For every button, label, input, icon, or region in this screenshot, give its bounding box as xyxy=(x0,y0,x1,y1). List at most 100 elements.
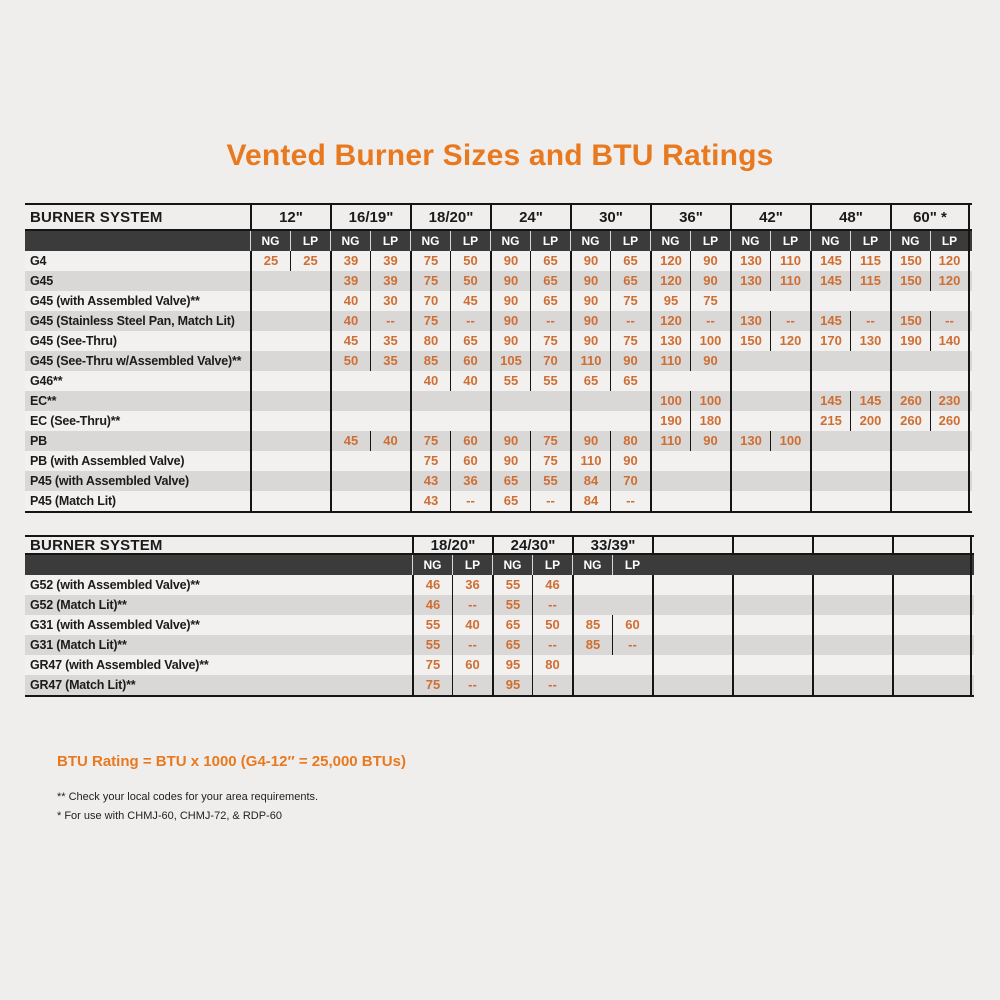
value-cell-ng: 55 xyxy=(490,371,530,391)
value-cell-ng xyxy=(330,391,370,411)
vented-burner-table-secondary: BURNER SYSTEM 18/20" 24/30" 33/39" NG LP NG LP N… xyxy=(25,535,974,697)
value-cell-lp xyxy=(290,331,330,351)
value-cell-lp: 40 xyxy=(450,371,490,391)
value-cell-lp xyxy=(290,471,330,491)
value-cell-lp: 75 xyxy=(530,431,570,451)
value-cell-lp: 180 xyxy=(690,411,730,431)
table-row: GR47 (Match Lit)** 75 -- 95 -- xyxy=(25,675,974,695)
value-cell-ng xyxy=(570,391,610,411)
size-header: 24" xyxy=(490,205,570,229)
value-cell-lp xyxy=(770,351,810,371)
table-row: G45 (See-Thru) 45 35 80 65 90 75 90 75 130 100 150 1… xyxy=(25,331,972,351)
value-cell-lp: -- xyxy=(532,675,572,695)
value-cell-empty xyxy=(732,635,812,655)
value-cell-ng: 145 xyxy=(810,251,850,271)
value-cell-lp: -- xyxy=(770,311,810,331)
burner-label: P45 (Match Lit) xyxy=(30,494,116,508)
value-cell-ng xyxy=(250,491,290,511)
value-cell-ng: 110 xyxy=(650,351,690,371)
value-cell-ng: 55 xyxy=(492,595,532,615)
value-cell-ng xyxy=(250,291,290,311)
value-cell-lp: 115 xyxy=(850,251,890,271)
value-cell-lp: 90 xyxy=(610,351,650,371)
value-cell-lp: 65 xyxy=(610,271,650,291)
value-cell-lp: 145 xyxy=(850,391,890,411)
value-cell-ng: 40 xyxy=(410,371,450,391)
value-cell-ng xyxy=(890,471,930,491)
burner-label: G46** xyxy=(30,374,63,388)
value-cell-lp: 50 xyxy=(450,271,490,291)
value-cell-lp xyxy=(450,391,490,411)
value-cell-ng: 65 xyxy=(492,615,532,635)
value-cell-ng xyxy=(250,471,290,491)
value-cell-lp: 90 xyxy=(690,431,730,451)
value-cell-ng: 110 xyxy=(570,451,610,471)
table-row: G31 (with Assembled Valve)** 55 40 65 50 85 60 xyxy=(25,615,974,635)
value-cell-lp: -- xyxy=(530,491,570,511)
value-cell-ng: 150 xyxy=(730,331,770,351)
value-cell-ng xyxy=(730,371,770,391)
gas-type-header-lp: LP xyxy=(530,231,570,251)
burner-label: G31 (with Assembled Valve)** xyxy=(30,618,200,632)
value-cell-ng: 90 xyxy=(490,451,530,471)
value-cell-ng: 190 xyxy=(890,331,930,351)
value-cell-ng: 145 xyxy=(810,391,850,411)
value-cell-lp xyxy=(770,371,810,391)
value-cell-ng: 50 xyxy=(330,351,370,371)
gas-type-bar-spacer xyxy=(25,231,250,251)
value-cell-ng: 84 xyxy=(570,471,610,491)
page-title: Vented Burner Sizes and BTU Ratings xyxy=(226,139,774,172)
table-row: EC** 100 100 145 145 260 230 xyxy=(25,391,972,411)
table-row: G31 (Match Lit)** 55 -- 65 -- 85 -- xyxy=(25,635,974,655)
gas-type-header-ng: NG xyxy=(890,231,930,251)
gas-type-header-ng: NG xyxy=(650,231,690,251)
value-cell-ng: 55 xyxy=(492,575,532,595)
value-cell-lp xyxy=(370,371,410,391)
value-cell-ng: 130 xyxy=(730,311,770,331)
size-header: 18/20" xyxy=(410,205,490,229)
gas-type-header-ng: NG xyxy=(570,231,610,251)
value-cell-ng xyxy=(730,351,770,371)
value-cell-empty xyxy=(892,675,972,695)
value-cell-lp: 25 xyxy=(290,251,330,271)
value-cell-lp xyxy=(930,471,970,491)
value-cell-ng: 190 xyxy=(650,411,690,431)
value-cell-lp: 80 xyxy=(610,431,650,451)
value-cell-lp xyxy=(770,391,810,411)
value-cell-lp: 40 xyxy=(370,431,410,451)
value-cell-ng: 55 xyxy=(412,635,452,655)
value-cell-ng xyxy=(572,655,612,675)
gas-type-header-ng: NG xyxy=(810,231,850,251)
value-cell-lp: 60 xyxy=(450,351,490,371)
value-cell-lp: 90 xyxy=(610,451,650,471)
value-cell-ng: 39 xyxy=(330,251,370,271)
value-cell-ng xyxy=(650,451,690,471)
value-cell-lp: 200 xyxy=(850,411,890,431)
value-cell-ng: 130 xyxy=(730,251,770,271)
value-cell-lp: 45 xyxy=(450,291,490,311)
value-cell-ng xyxy=(250,331,290,351)
value-cell-lp xyxy=(690,491,730,511)
value-cell-ng: 120 xyxy=(650,251,690,271)
value-cell-lp xyxy=(290,311,330,331)
gas-type-header-lp: LP xyxy=(610,231,650,251)
value-cell-lp xyxy=(850,471,890,491)
value-cell-ng xyxy=(730,451,770,471)
value-cell-ng: 65 xyxy=(490,471,530,491)
value-cell-lp: 65 xyxy=(530,271,570,291)
value-cell-lp xyxy=(930,431,970,451)
value-cell-lp: -- xyxy=(452,675,492,695)
value-cell-lp: -- xyxy=(850,311,890,331)
value-cell-lp: 130 xyxy=(850,331,890,351)
size-header: 24/30" xyxy=(492,537,572,554)
value-cell-ng: 90 xyxy=(490,271,530,291)
value-cell-lp: -- xyxy=(530,311,570,331)
vented-burner-table-main: BURNER SYSTEM 12" 16/19" 18/20" 24" 30" 36" 42"… xyxy=(25,203,972,513)
size-header: 42" xyxy=(730,205,810,229)
burner-label: PB xyxy=(30,434,47,448)
burner-system-header: BURNER SYSTEM xyxy=(30,537,163,554)
gas-type-header-ng: NG xyxy=(250,231,290,251)
value-cell-lp xyxy=(290,271,330,291)
value-cell-empty xyxy=(732,575,812,595)
value-cell-ng xyxy=(730,471,770,491)
